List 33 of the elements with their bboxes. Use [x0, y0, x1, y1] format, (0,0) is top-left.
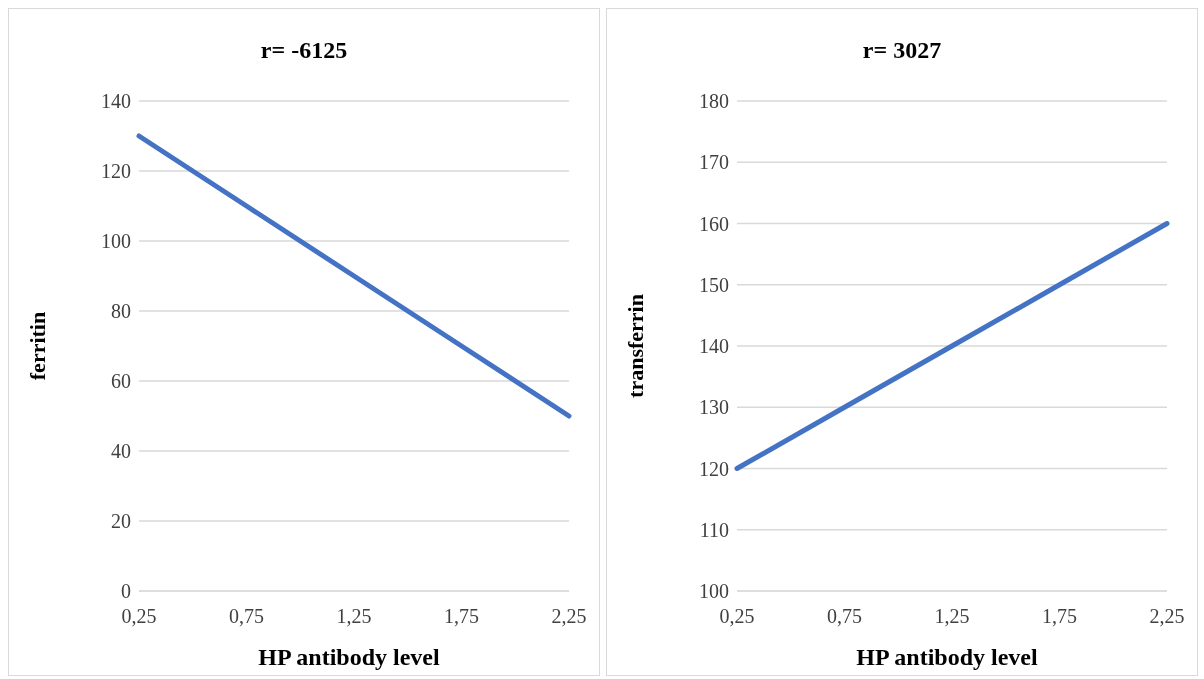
y-tick-label: 120 — [699, 457, 729, 480]
x-axis-title: HP antibody level — [257, 644, 441, 671]
x-tick-label: 0,75 — [229, 605, 264, 628]
y-tick-label: 150 — [699, 273, 729, 296]
y-tick-label: 180 — [699, 90, 729, 113]
y-tick-label: 100 — [699, 580, 729, 603]
y-tick-label: 130 — [699, 396, 729, 419]
y-tick-label: 160 — [699, 212, 729, 235]
x-tick-label: 1,75 — [1042, 605, 1077, 628]
y-tick-label: 20 — [111, 510, 131, 533]
y-tick-label: 80 — [111, 300, 131, 323]
x-tick-label: 0,25 — [719, 605, 755, 628]
y-axis-title: ferritin — [24, 311, 50, 381]
x-axis-title: HP antibody level — [855, 644, 1039, 671]
chart-title: r= 3027 — [861, 37, 943, 65]
y-tick-label: 140 — [699, 335, 729, 358]
x-tick-label: 0,75 — [827, 605, 862, 628]
y-tick-label: 0 — [121, 580, 131, 603]
chart-title: r= -6125 — [259, 37, 349, 65]
x-tick-label: 1,25 — [934, 605, 970, 628]
y-tick-label: 140 — [101, 90, 131, 113]
y-tick-label: 120 — [101, 160, 131, 183]
y-tick-label: 170 — [699, 151, 729, 174]
x-tick-label: 1,25 — [336, 605, 372, 628]
y-tick-label: 100 — [101, 230, 131, 253]
y-tick-label: 40 — [111, 440, 131, 463]
x-tick-label: 2,25 — [551, 605, 587, 628]
x-tick-label: 1,75 — [444, 605, 479, 628]
x-tick-label: 2,25 — [1149, 605, 1185, 628]
y-tick-label: 110 — [699, 518, 729, 541]
y-axis-title: transferrin — [622, 294, 648, 398]
y-tick-label: 60 — [111, 370, 131, 393]
x-tick-label: 0,25 — [121, 605, 157, 628]
